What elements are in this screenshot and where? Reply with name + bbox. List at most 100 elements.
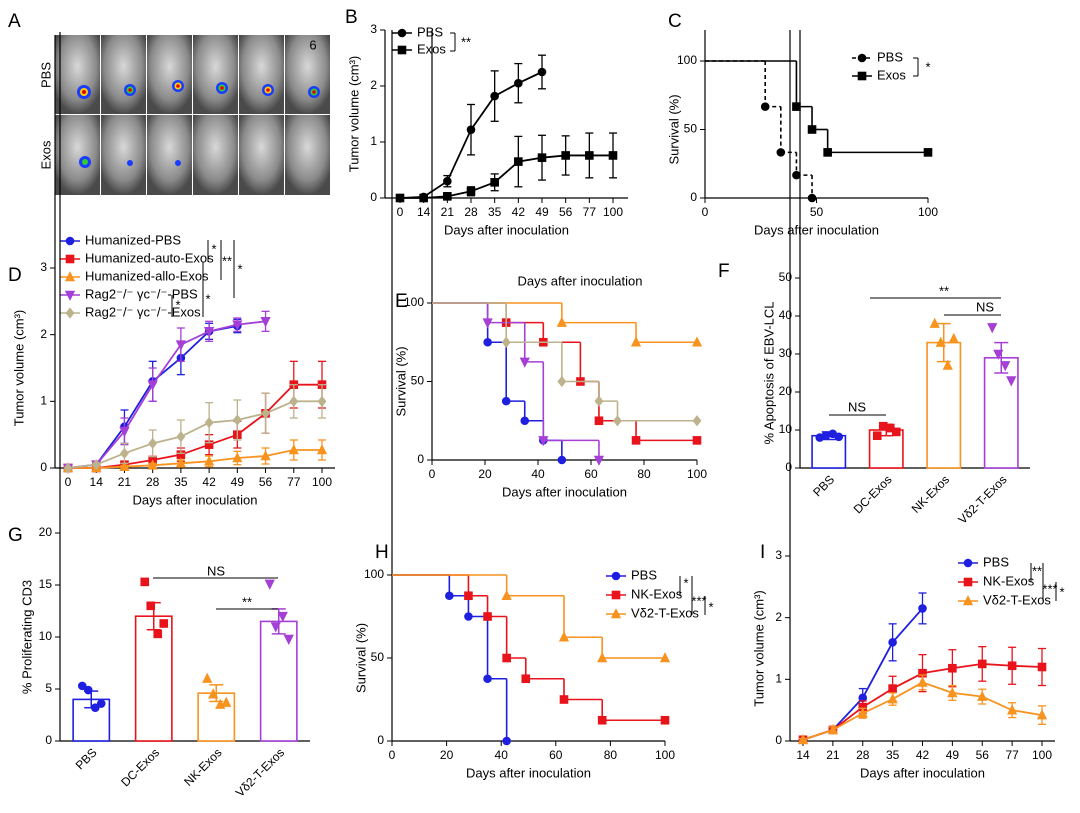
x-tick-label: 14 — [417, 205, 431, 219]
x-tick-label: 0 — [702, 205, 709, 219]
x-tick-label: 35 — [886, 748, 900, 762]
marker — [537, 153, 547, 162]
marker — [264, 579, 275, 590]
marker — [963, 558, 973, 568]
y-tick-label: 100 — [677, 53, 697, 67]
marker — [559, 695, 569, 704]
marker — [289, 395, 299, 407]
signal-spots — [77, 80, 320, 168]
x-tick-label: NK-Exos — [181, 745, 224, 788]
marker — [878, 421, 888, 431]
marker — [175, 340, 186, 351]
panel-letter: B — [345, 7, 358, 28]
marker — [1006, 376, 1017, 387]
marker — [466, 125, 476, 134]
marker — [807, 125, 817, 134]
y-tick-label: 10 — [779, 422, 793, 436]
legend-label: PBS — [983, 554, 1009, 569]
legend-label: Humanized-allo-Exos — [85, 268, 209, 283]
marker — [419, 193, 428, 203]
marker — [147, 459, 158, 470]
marker — [483, 337, 492, 347]
error-bar — [994, 341, 1009, 374]
count-label: 6 — [309, 37, 316, 52]
legend-label: Exos — [877, 67, 906, 82]
x-tick-label: Vδ2-T-Exos — [233, 745, 287, 799]
x-tick-label: 49 — [231, 475, 245, 489]
panel-letter: E — [395, 291, 408, 312]
marker — [1007, 661, 1017, 671]
marker — [827, 723, 838, 735]
marker — [792, 170, 801, 180]
x-tick-label: 0 — [65, 475, 72, 489]
marker — [490, 91, 499, 101]
marker — [608, 151, 618, 160]
marker — [857, 53, 867, 63]
x-tick-label: 80 — [604, 748, 618, 762]
marker — [64, 290, 76, 301]
y-axis-label: Tumor volume (cm³) — [346, 56, 361, 173]
x-tick-label: 14 — [796, 748, 810, 762]
marker — [260, 317, 271, 328]
marker — [501, 336, 511, 348]
panel-letter: I — [760, 542, 765, 563]
marker — [521, 674, 531, 684]
x-tick-label: 42 — [202, 475, 216, 489]
marker — [83, 685, 93, 695]
marker — [929, 317, 940, 328]
panel-letter: D — [8, 265, 22, 286]
panel-letter: G — [8, 525, 23, 546]
x-axis-label: Days after inoculation — [466, 765, 591, 780]
x-tick-label: 21 — [441, 205, 455, 219]
x-tick-label: 100 — [1032, 748, 1052, 762]
marker — [443, 176, 452, 186]
marker — [208, 688, 219, 699]
marker — [557, 375, 567, 388]
y-tick-label: 50 — [371, 650, 385, 664]
y-axis-label: Survival (%) — [353, 623, 368, 693]
annotation: * — [175, 297, 180, 312]
marker — [490, 178, 499, 187]
annotation: ** — [242, 594, 252, 609]
marker — [64, 271, 76, 282]
y-axis-label: Tumor volume (cm³) — [11, 310, 26, 427]
marker — [514, 157, 523, 166]
chart-title: Days after inoculation — [517, 273, 642, 288]
marker — [558, 631, 570, 642]
y-tick-label: 0 — [417, 452, 424, 466]
x-tick-label: 40 — [495, 748, 509, 762]
x-axis-label: Days after inoculation — [754, 222, 879, 237]
marker — [397, 28, 407, 38]
marker — [594, 395, 604, 407]
marker — [887, 693, 898, 704]
marker — [395, 193, 405, 203]
image — [147, 35, 192, 114]
annotation: *** — [1042, 581, 1057, 596]
marker — [807, 193, 817, 203]
x-tick-label: 20 — [440, 748, 454, 762]
marker — [96, 699, 106, 708]
x-tick-label: 20 — [478, 467, 492, 481]
marker — [77, 681, 87, 691]
y-tick-label: 0 — [45, 733, 52, 747]
marker — [538, 436, 549, 447]
y-axis-label: % Proliferating CD3 — [19, 580, 34, 694]
marker — [888, 638, 897, 647]
annotation: NS — [848, 399, 866, 414]
marker — [935, 336, 946, 347]
marker — [891, 427, 901, 437]
image — [55, 35, 100, 114]
chart-panel: C 0 50 100 Survival (%) Days after inoculatio… — [666, 11, 938, 237]
x-axis-label: Days after inoculation — [132, 492, 257, 507]
y-tick-label: 0 — [785, 460, 792, 474]
marker — [176, 431, 186, 443]
marker — [962, 595, 974, 606]
x-tick-label: 35 — [488, 205, 502, 219]
marker — [120, 447, 129, 459]
marker — [594, 416, 604, 426]
y-tick-label: 20 — [39, 525, 53, 539]
x-tick-label: 21 — [826, 748, 840, 762]
marker — [204, 455, 215, 466]
marker — [585, 151, 594, 160]
